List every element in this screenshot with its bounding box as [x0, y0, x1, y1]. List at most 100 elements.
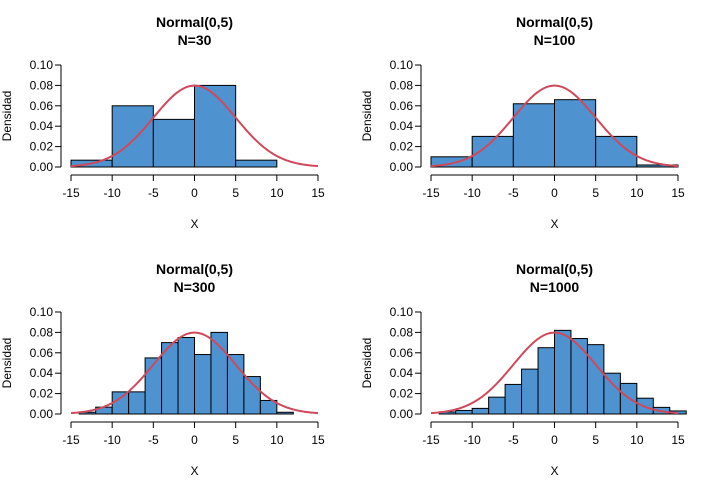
y-tick-label: 0.10: [30, 305, 54, 319]
y-axis: 0.00 0.02 0.04 0.06 0.08 0.10 Densidad: [360, 305, 422, 421]
x-tick-label: 5: [592, 186, 599, 200]
y-axis-label: Densidad: [360, 91, 374, 142]
x-tick-label: -5: [508, 186, 519, 200]
y-tick-label: 0.00: [390, 160, 414, 174]
y-tick-label: 0.06: [30, 99, 54, 113]
y-tick-label: 0.08: [390, 78, 414, 92]
y-tick-label: 0.02: [30, 140, 54, 154]
x-tick-label: 10: [270, 433, 284, 447]
histogram-bar: [259, 399, 278, 415]
density-curve: [70, 84, 319, 168]
x-tick-label: 15: [311, 433, 325, 447]
histogram-bar: [455, 409, 473, 415]
panel-3: Normal(0,5)N=300-15 -10 -5 0 5 10 15X0.000.020…: [0, 261, 325, 478]
x-tick-label: -10: [463, 433, 481, 447]
density-curve: [70, 331, 319, 415]
x-axis: -15 -10 -5 0 5 10 15 X: [422, 174, 685, 231]
x-axis-label: X: [190, 217, 198, 231]
x-axis: -15 -10 -5 0 5 10 15 X: [62, 174, 325, 231]
density-curve: [430, 84, 679, 168]
histogram-bar: [243, 376, 261, 415]
chart-title: Normal(0,5): [156, 261, 233, 277]
y-tick-label: 0.08: [30, 325, 54, 339]
histogram-bar: [570, 338, 588, 415]
histogram-bar: [603, 372, 621, 415]
histogram-bar: [194, 84, 237, 168]
x-tick-label: 0: [551, 186, 558, 200]
histogram-bar: [152, 118, 195, 168]
y-tick-label: 0.00: [390, 407, 414, 421]
x-tick-label: 0: [551, 433, 558, 447]
y-axis: 0.00 0.02 0.04 0.06 0.08 0.10 Densidad: [360, 58, 422, 174]
y-tick-label: 0.06: [390, 99, 414, 113]
y-tick-label: 0.10: [390, 58, 414, 72]
x-tick-label: -5: [148, 186, 159, 200]
histogram-bar: [512, 103, 555, 168]
y-tick-label: 0.10: [30, 58, 54, 72]
chart-subtitle: N=100: [534, 32, 576, 48]
y-tick-label: 0.02: [390, 387, 414, 401]
y-tick-label: 0.02: [390, 140, 414, 154]
x-tick-label: -10: [103, 186, 121, 200]
histogram-bar: [111, 105, 154, 168]
histogram-bar: [471, 407, 490, 415]
x-tick-label: 10: [630, 433, 644, 447]
histogram-bar: [488, 396, 506, 415]
y-tick-label: 0.06: [390, 346, 414, 360]
x-tick-label: 5: [232, 433, 239, 447]
y-tick-label: 0.04: [30, 119, 54, 133]
y-tick-label: 0.04: [390, 366, 414, 380]
x-tick-label: 15: [671, 186, 685, 200]
x-tick-label: -10: [103, 433, 121, 447]
y-tick-label: 0.00: [30, 407, 54, 421]
x-tick-label: -15: [422, 433, 440, 447]
x-tick-label: -5: [148, 433, 159, 447]
histogram-bar: [586, 344, 605, 415]
x-axis-label: X: [550, 217, 558, 231]
y-tick-label: 0.04: [30, 366, 54, 380]
y-axis: 0.00 0.02 0.04 0.06 0.08 0.10 Densidad: [0, 305, 62, 421]
histogram-bar: [128, 391, 146, 415]
histogram-bar: [276, 411, 294, 415]
x-tick-label: -5: [508, 433, 519, 447]
histogram-bar: [194, 354, 212, 415]
chart-title: Normal(0,5): [516, 261, 593, 277]
chart-subtitle: N=300: [174, 279, 216, 295]
histogram-bar: [177, 337, 196, 415]
y-axis-label: Densidad: [0, 91, 14, 142]
histogram-bar: [537, 347, 555, 415]
histogram-bar: [111, 391, 130, 415]
x-tick-label: 15: [311, 186, 325, 200]
y-tick-label: 0.08: [30, 78, 54, 92]
y-tick-label: 0.00: [30, 160, 54, 174]
histogram-bars: [70, 84, 278, 168]
histogram-bar: [235, 159, 278, 168]
y-tick-label: 0.10: [390, 305, 414, 319]
y-tick-label: 0.06: [30, 346, 54, 360]
density-curve: [430, 331, 679, 415]
histogram-bar: [554, 329, 572, 415]
x-axis: -15 -10 -5 0 5 10 15 X: [62, 421, 325, 478]
panel-2: Normal(0,5)N=100-15 -10 -5 0 5 10 15X0.000.020…: [360, 14, 685, 231]
x-tick-label: 10: [630, 186, 644, 200]
chart-title: Normal(0,5): [156, 14, 233, 30]
x-tick-label: 10: [270, 186, 284, 200]
panel-1: Normal(0,5)N=30-15 -10 -5 0 5 10 15X0.000.020.…: [0, 14, 325, 231]
y-axis-label: Densidad: [360, 338, 374, 389]
chart-title: Normal(0,5): [516, 14, 593, 30]
chart-subtitle: N=30: [178, 32, 212, 48]
histogram-bar: [144, 357, 163, 415]
x-axis-label: X: [550, 464, 558, 478]
chart-subtitle: N=1000: [530, 279, 580, 295]
x-axis-label: X: [190, 464, 198, 478]
x-tick-label: 15: [671, 433, 685, 447]
x-tick-label: 0: [191, 433, 198, 447]
histogram-bar: [504, 383, 523, 415]
x-axis: -15 -10 -5 0 5 10 15 X: [422, 421, 685, 478]
y-tick-label: 0.02: [30, 387, 54, 401]
x-tick-label: -15: [422, 186, 440, 200]
y-tick-label: 0.08: [390, 325, 414, 339]
histogram-bars: [78, 331, 294, 415]
y-axis-label: Densidad: [0, 338, 14, 389]
